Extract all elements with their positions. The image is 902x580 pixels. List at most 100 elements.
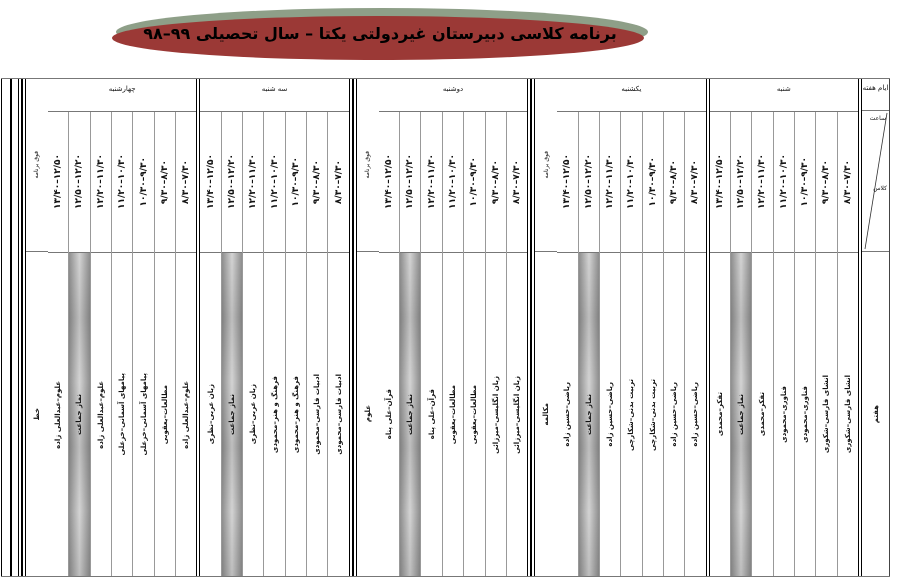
period-column: ۱۲/۲۰–۱۲/۵۰ نماز جماعت [68,112,90,576]
period-column: ۱۲/۵۰–۱۳/۴۰ زبان عربی–نظری [200,112,221,576]
time-cell: ۸/۳۰–۹/۳۰ [816,112,837,253]
subject-teacher: انشای فارسی–شکوری [843,375,852,454]
period-time: ۱۱/۳۰–۱۲/۲۰ [95,154,106,210]
period-column: ۱۲/۵۰–۱۳/۴۰ تفکر–محمدی [709,112,730,576]
period-column: ۹/۳۰–۱۰/۳۰ فناوری–محمودی [793,112,816,576]
time-cell: ۱۲/۵۰–۱۳/۴۰ [47,112,69,253]
table-edge [0,79,10,576]
table-edge [9,79,18,576]
subject-teacher: فرهنگ و هنر–محمودی [270,375,279,454]
period-column: ۱۲/۵۰–۱۳/۴۰ قرآن–علی پناه [378,112,400,576]
period-column: ۸/۳۰–۹/۳۰ ادبیات فارسی–محمودی [306,112,328,576]
time-cell: ۸/۳۰–۹/۳۰ [154,112,176,253]
subject-teacher: علوم–عبدالعلی زاده [54,380,63,449]
extracurricular-column: فوق برنامه مکالمه [531,79,558,576]
period-columns: ۷/۳۰–۸/۳۰ انشای فارسی–شکوری ۸/۳۰–۹/۳۰ انشای… [709,112,858,576]
subject-teacher: علوم–عبدالعلی زاده [182,380,191,449]
extracurricular-label: فوق برنامه [33,151,41,179]
subject-teacher: فناوری–محمودی [801,386,810,443]
extracurricular-header: فوق برنامه [535,79,558,252]
period-time: ۷/۳۰–۸/۳۰ [512,159,523,205]
time-cell: ۹/۳۰–۱۰/۳۰ [133,112,154,253]
period-time: ۱۰/۳۰–۱۱/۲۰ [626,154,637,210]
period-time: ۱۱/۳۰–۱۲/۲۰ [757,154,768,210]
period-time: ۱۰/۳۰–۱۱/۲۰ [269,154,280,210]
period-columns: ۷/۳۰–۸/۳۰ علوم–عبدالعلی زاده ۸/۳۰–۹/۳۰ مطال… [47,112,197,576]
subject-cell: زبان انگلیسی–میرزائی [486,253,506,576]
subject-cell: ریاضی–حسین زاده [685,253,705,576]
subject-teacher: ادبیات فارسی–محمودی [334,374,343,455]
period-column: ۸/۳۰–۹/۳۰ ریاضی–حسین زاده [662,112,685,576]
class-name: هفتم [871,405,880,424]
class-schedule-table: ایام هفته ساعت کلاس هفتم شنبه ۷/۳۰–۸/۳۰ ان… [0,78,890,577]
time-cell: ۱۱/۳۰–۱۲/۲۰ [421,112,442,253]
day-block-1: شنبه ۷/۳۰–۸/۳۰ انشای فارسی–شکوری ۸/۳۰–۹/۳۰ ا… [705,79,858,576]
subject-teacher: تفکر–محمدی [715,392,724,437]
time-cell: ۸/۳۰–۹/۳۰ [663,112,685,253]
period-time: ۱۲/۲۰–۱۲/۵۰ [74,154,85,210]
time-cell: ۱۲/۵۰–۱۳/۴۰ [709,112,730,253]
prayer-cell: نماز جماعت [69,253,90,576]
day-block-5: چهارشنبه ۷/۳۰–۸/۳۰ علوم–عبدالعلی زاده ۸/۳۰–… [17,79,197,576]
subject-cell: قرآن–علی پناه [421,253,441,576]
diagonal-divider [864,112,888,250]
period-time: ۱۲/۵۰–۱۳/۴۰ [383,154,394,210]
subject-cell: ادبیات فارسی–محمودی [307,253,327,576]
prayer-cell: نماز جماعت [730,253,752,576]
period-time: ۱۲/۲۰–۱۲/۵۰ [583,154,594,210]
time-cell: ۹/۳۰–۱۰/۳۰ [642,112,663,253]
period-column: ۱۲/۵۰–۱۳/۴۰ ریاضی–حسین زاده [557,112,578,576]
period-column: ۹/۳۰–۱۰/۳۰ فرهنگ و هنر–محمودی [284,112,307,576]
subject-teacher: ریاضی–حسین زاده [606,382,615,447]
period-time: ۹/۳۰–۱۰/۳۰ [647,157,658,207]
time-cell: ۱۲/۲۰–۱۲/۵۰ [730,112,752,253]
day-name: شنبه [709,79,858,112]
extracurricular-subject: مکالمه [542,402,551,426]
subject-teacher: تربیت بدنی–شکارچی [648,378,657,451]
period-time: ۱۰/۳۰–۱۱/۲۰ [778,154,789,210]
time-class-corner: ساعت کلاس [862,111,889,252]
period-time: ۱۲/۲۰–۱۲/۵۰ [405,154,416,210]
period-column: ۱۰/۳۰–۱۱/۲۰ مطالعات–یعقوبی [441,112,464,576]
time-cell: ۱۰/۳۰–۱۱/۲۰ [621,112,642,253]
period-time: ۹/۳۰–۱۰/۳۰ [138,157,149,207]
subject-teacher: فرهنگ و هنر–محمودی [291,375,300,454]
time-cell: ۱۲/۲۰–۱۲/۵۰ [400,112,421,253]
day-block-4: سه شنبه ۷/۳۰–۸/۳۰ ادبیات فارسی–محمودی ۸/۳۰–… [196,79,349,576]
period-time: ۸/۳۰–۹/۳۰ [490,159,501,205]
subject-cell: انشای فارسی–شکوری [816,253,836,576]
period-column: ۷/۳۰–۸/۳۰ زبان انگلیسی–میرزائی [505,112,528,576]
period-time: ۹/۳۰–۱۰/۳۰ [290,157,301,207]
subject-cell: تفکر–محمدی [752,253,772,576]
subject-cell: علوم–عبدالعلی زاده [91,253,111,576]
day-block-3: دوشنبه ۷/۳۰–۸/۳۰ زبان انگلیسی–میرزائی ۸/۳۰–… [348,79,528,576]
period-column: ۷/۳۰–۸/۳۰ علوم–عبدالعلی زاده [175,112,197,576]
period-column: ۱۲/۵۰–۱۳/۴۰ علوم–عبدالعلی زاده [47,112,69,576]
period-time: ۸/۳۰–۹/۳۰ [312,159,323,205]
time-cell: ۱۲/۲۰–۱۲/۵۰ [578,112,599,253]
extracurricular-subject: علوم [363,405,372,423]
extracurricular-header: فوق برنامه [356,79,379,252]
time-label: ساعت [869,115,886,122]
subject-teacher: انشای فارسی–شکوری [822,375,831,454]
extracurricular-header: فوق برنامه [25,79,48,252]
time-cell: ۱۱/۳۰–۱۲/۲۰ [90,112,111,253]
period-column: ۱۱/۳۰–۱۲/۲۰ تفکر–محمدی [751,112,773,576]
period-column: ۷/۳۰–۸/۳۰ انشای فارسی–شکوری [836,112,858,576]
subject-cell: فرهنگ و هنر–محمودی [264,253,284,576]
period-time: ۱۰/۳۰–۱۱/۲۰ [447,154,458,210]
subject-teacher: ریاضی–حسین زاده [563,382,572,447]
subject-teacher: مطالعات–یعقوبی [470,384,479,445]
period-time: ۱۲/۵۰–۱۳/۴۰ [562,154,573,210]
subject-cell: ریاضی–حسین زاده [557,253,577,576]
subject-teacher: مطالعات–یعقوبی [448,384,457,445]
time-cell: ۹/۳۰–۱۰/۳۰ [285,112,307,253]
day-block-2: یکشنبه ۷/۳۰–۸/۳۰ ریاضی–حسین زاده ۸/۳۰–۹/۳۰ ر… [527,79,706,576]
subject-teacher: زبان انگلیسی–میرزائی [491,375,500,454]
period-column: ۹/۳۰–۱۰/۳۰ مطالعات–یعقوبی [463,112,485,576]
period-column: ۸/۳۰–۹/۳۰ زبان انگلیسی–میرزائی [484,112,506,576]
extracurricular-column: فوق برنامه علوم [352,79,379,576]
period-column: ۱۱/۳۰–۱۲/۲۰ زبان عربی–نظری [242,112,264,576]
prayer-cell: نماز جماعت [221,253,243,576]
period-column: ۱۰/۳۰–۱۱/۲۰ پیامهای آسمانی–خزعلی [111,112,133,576]
